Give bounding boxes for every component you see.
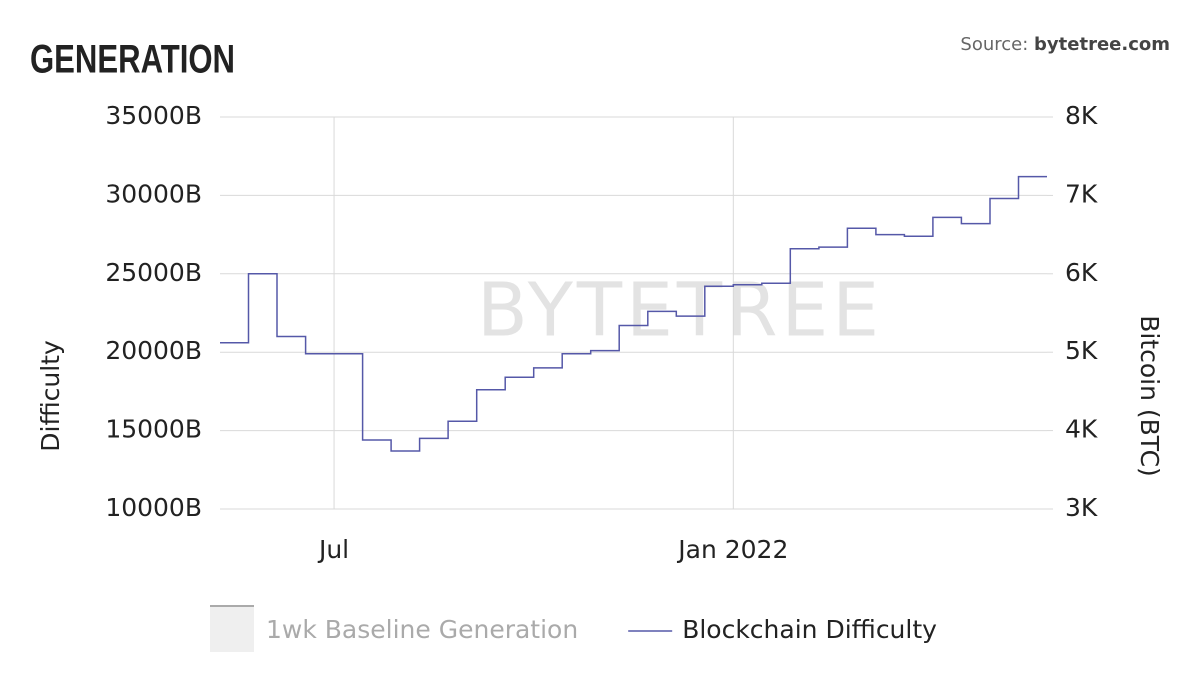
- y-axis-label: Difficulty: [36, 340, 65, 452]
- y-tick-label: 20000B: [105, 336, 202, 365]
- source-label: Source:: [960, 34, 1028, 55]
- y-tick-label: 35000B: [105, 101, 202, 130]
- source: Source: bytetree.com: [960, 34, 1170, 55]
- y-tick-label: 30000B: [105, 179, 202, 208]
- y2-tick-label: 7K: [1065, 179, 1098, 208]
- chart-title: GENERATION: [30, 38, 235, 82]
- y2-tick-label: 4K: [1065, 415, 1098, 444]
- difficulty-line: [220, 175, 1047, 452]
- legend-label: 1wk Baseline Generation: [266, 615, 578, 644]
- x-tick-label: Jan 2022: [676, 535, 788, 564]
- y2-tick-label: 6K: [1065, 258, 1098, 287]
- y-tick-label: 10000B: [105, 493, 202, 522]
- y2-tick-label: 3K: [1065, 493, 1098, 522]
- y2-tick-label: 5K: [1065, 336, 1098, 365]
- y-tick-label: 15000B: [105, 415, 202, 444]
- watermark: BYTETREE: [477, 268, 883, 354]
- x-tick-label: Jul: [317, 535, 349, 564]
- y2-tick-label: 8K: [1065, 101, 1098, 130]
- y2-axis-label: Bitcoin (BTC): [1135, 315, 1164, 477]
- legend-swatch: [210, 606, 254, 652]
- source-link: bytetree.com: [1034, 34, 1170, 55]
- legend-label: Blockchain Difficulty: [682, 615, 937, 644]
- y-tick-label: 25000B: [105, 258, 202, 287]
